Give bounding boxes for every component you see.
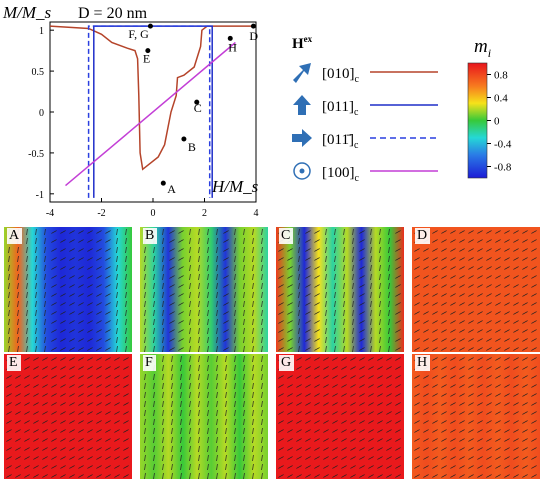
magnetization-map bbox=[4, 354, 132, 479]
panel-label: D bbox=[415, 228, 431, 244]
state-point-marker bbox=[250, 23, 256, 29]
legend-entry-label: [011]c bbox=[322, 99, 359, 118]
x-tick-label: -2 bbox=[97, 208, 105, 219]
state-point-label: H bbox=[228, 40, 237, 54]
spin-arrow-field bbox=[414, 357, 537, 478]
panel-label: H bbox=[415, 355, 431, 371]
y-tick-label: 1 bbox=[39, 26, 44, 37]
colorbar-tick-label: 0.4 bbox=[494, 93, 508, 105]
x-tick-label: -4 bbox=[46, 208, 54, 219]
state-points: A B C D E F, G H bbox=[128, 23, 258, 196]
y-tick-label: 0.5 bbox=[32, 67, 45, 78]
magnetization-map bbox=[412, 227, 540, 352]
state-point-marker bbox=[194, 99, 200, 105]
state-point-label: A bbox=[167, 182, 176, 196]
out-of-plane-dot-icon bbox=[293, 162, 311, 180]
hysteresis-figure: -4 -2 0 2 4 -1 -0.5 0 0.5 1 A B C D E F, G H M/M_s D = … bbox=[2, 3, 512, 219]
spin-arrow-field bbox=[6, 357, 129, 478]
panel-g: G bbox=[276, 354, 404, 479]
colorbar-tick-label: -0.4 bbox=[494, 139, 512, 151]
magnetization-map bbox=[4, 227, 132, 352]
panel-h: H bbox=[412, 354, 540, 479]
magnetization-map bbox=[276, 354, 404, 479]
y-tick-label: 0 bbox=[39, 108, 44, 119]
x-tick-label: 4 bbox=[254, 208, 259, 219]
state-point-marker bbox=[227, 35, 233, 41]
right-arrow-icon bbox=[292, 129, 312, 147]
panel-f: F bbox=[140, 354, 268, 479]
panel-label: A bbox=[7, 228, 23, 244]
colorbar-tick-label: -0.8 bbox=[494, 162, 512, 174]
magnetization-map bbox=[140, 227, 268, 352]
y-axis-label: M/M_s bbox=[2, 3, 52, 22]
chart-title: D = 20 nm bbox=[78, 5, 148, 22]
diagonal-arrow-icon bbox=[293, 63, 311, 83]
panel-label: E bbox=[7, 355, 21, 371]
up-arrow-icon bbox=[293, 95, 311, 115]
x-tick-label: 2 bbox=[202, 208, 207, 219]
state-point-marker bbox=[181, 136, 187, 142]
hysteresis-curves bbox=[49, 25, 256, 198]
panel-a: A bbox=[4, 227, 132, 352]
colorbar-label: mi bbox=[474, 36, 491, 60]
panel-label: G bbox=[279, 355, 295, 371]
colorbar-tick-label: 0.8 bbox=[494, 70, 508, 82]
panel-d: D bbox=[412, 227, 540, 352]
magnetization-map bbox=[412, 354, 540, 479]
panel-b: B bbox=[140, 227, 268, 352]
spin-arrow-field bbox=[144, 355, 263, 479]
state-point-label: F, G bbox=[128, 27, 149, 41]
spin-arrow-field bbox=[414, 230, 537, 351]
spin-arrow-field bbox=[278, 357, 401, 478]
y-tick-label: -0.5 bbox=[28, 149, 44, 160]
legend-entry-label: [100]c bbox=[322, 165, 360, 184]
x-axis-label: H/M_s bbox=[211, 177, 259, 196]
legend-entry-label: [010]c bbox=[322, 66, 360, 85]
state-point-marker bbox=[147, 23, 153, 29]
colorbar-gradient bbox=[467, 62, 488, 179]
plot-axes: -4 -2 0 2 4 -1 -0.5 0 0.5 1 bbox=[28, 21, 259, 219]
x-tick-label: 0 bbox=[151, 208, 156, 219]
state-point-label: B bbox=[188, 140, 196, 154]
state-point-label: D bbox=[249, 29, 258, 43]
series-line bbox=[49, 25, 256, 171]
panel-label: F bbox=[143, 355, 156, 371]
state-point-label: C bbox=[194, 101, 202, 115]
series-line bbox=[65, 41, 236, 187]
panel-e: E bbox=[4, 354, 132, 479]
spin-arrow-field bbox=[8, 228, 127, 352]
legend-entry-label: [011̄]c bbox=[322, 132, 359, 151]
y-tick-label: -1 bbox=[36, 190, 44, 201]
state-point-marker bbox=[145, 48, 151, 54]
panel-c: C bbox=[276, 227, 404, 352]
legend: Hex [010]c [011]c [011̄]c [100]c bbox=[292, 34, 438, 184]
magnetization-map bbox=[140, 354, 268, 479]
panel-label: B bbox=[143, 228, 158, 244]
panel-label: C bbox=[279, 228, 294, 244]
colorbar-tick-label: 0 bbox=[494, 116, 500, 128]
magnetization-map bbox=[276, 227, 404, 352]
state-point-marker bbox=[160, 180, 166, 186]
legend-header: Hex bbox=[292, 34, 313, 52]
state-point-label: E bbox=[143, 52, 150, 66]
colorbar: mi0.8 0.4 0 -0.4 -0.8 bbox=[467, 36, 512, 179]
